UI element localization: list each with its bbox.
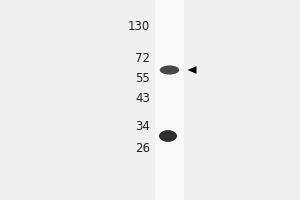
Text: 55: 55 [135, 72, 150, 86]
Ellipse shape [161, 131, 175, 141]
Ellipse shape [161, 132, 175, 140]
Ellipse shape [162, 132, 174, 140]
Text: 34: 34 [135, 120, 150, 134]
Ellipse shape [160, 131, 176, 141]
Ellipse shape [163, 133, 173, 139]
Ellipse shape [160, 66, 179, 74]
Text: 130: 130 [128, 20, 150, 32]
Ellipse shape [164, 67, 175, 73]
Ellipse shape [159, 130, 177, 142]
Ellipse shape [164, 68, 175, 72]
Ellipse shape [163, 67, 176, 73]
Ellipse shape [161, 66, 178, 74]
Ellipse shape [162, 132, 174, 140]
Text: 43: 43 [135, 92, 150, 104]
Ellipse shape [162, 66, 177, 74]
Ellipse shape [160, 131, 175, 141]
Ellipse shape [164, 133, 172, 139]
Ellipse shape [165, 68, 174, 72]
Bar [155, 0, 184, 200]
Ellipse shape [164, 133, 172, 139]
Ellipse shape [160, 131, 176, 141]
Ellipse shape [161, 66, 178, 74]
Text: 26: 26 [135, 142, 150, 154]
Ellipse shape [162, 67, 177, 73]
Ellipse shape [160, 66, 179, 74]
Polygon shape [188, 66, 196, 74]
Ellipse shape [164, 67, 175, 73]
Text: 72: 72 [135, 52, 150, 66]
